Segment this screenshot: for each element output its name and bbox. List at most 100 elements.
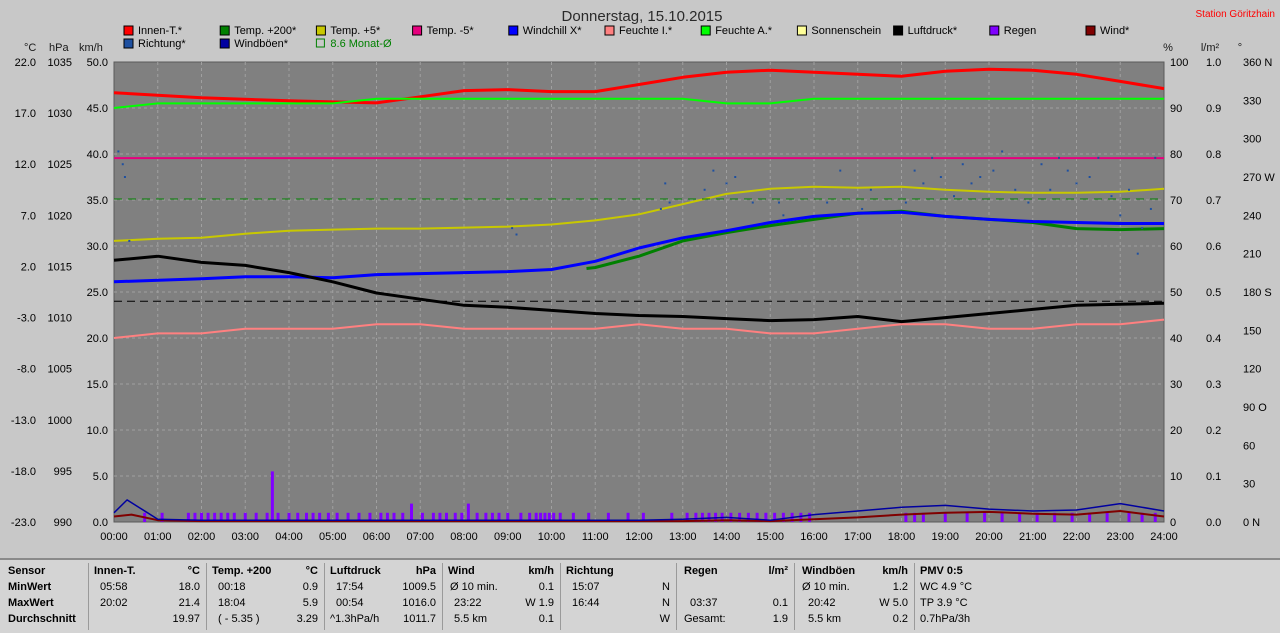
direction-point	[1110, 195, 1113, 198]
wind_kmh-tick-label: 40.0	[87, 149, 108, 161]
unit-label: %	[1163, 42, 1173, 54]
rain-bar	[685, 512, 689, 522]
legend-label: 8.6 Monat-Ø	[330, 38, 392, 50]
rain-bar	[420, 512, 424, 522]
rain-bar	[694, 512, 698, 522]
grid	[114, 62, 1164, 522]
rain-bar	[193, 512, 197, 522]
direction-tick-label: 240	[1243, 210, 1261, 222]
direction-point	[922, 182, 925, 185]
direction-point	[734, 176, 737, 178]
x-tick-label: 23:00	[1106, 531, 1134, 543]
humidity_pct-tick-label: 10	[1170, 471, 1182, 483]
stat-luftdruck-avg-value: 1011.7	[403, 613, 436, 625]
wind_kmh-tick-label: 45.0	[87, 103, 108, 115]
direction-point	[751, 201, 754, 204]
rain_lm2-tick-label: 0.2	[1206, 425, 1221, 437]
series-line	[113, 97, 1164, 109]
direction-point	[712, 169, 715, 172]
rain-bar	[558, 512, 562, 522]
rain-bar	[265, 512, 269, 522]
stat-temp200-min-value: 0.9	[302, 581, 318, 593]
rain-bar	[983, 512, 987, 522]
stat-luftdruck-header: Luftdruck	[330, 565, 381, 577]
stat-temp200-unit: °C	[305, 565, 318, 577]
rain-bar	[160, 512, 164, 522]
rain-bar	[431, 512, 435, 522]
direction-tick-label: 270 W	[1243, 172, 1275, 184]
stat-temp200-header: Temp. +200	[212, 565, 272, 577]
stat-sensor-column: Sensor MinWert MaxWert Durchschnitt	[8, 563, 88, 627]
stat-innen-column: Innen-T. °C 05:58 18.0 20:02 21.4 19.97	[94, 563, 200, 627]
pressure_hpa-tick-label: 1030	[48, 108, 72, 120]
pressure_hpa-tick-label: 990	[54, 517, 72, 529]
stat-pmv-windchill: WC 4.9 °C	[920, 581, 973, 593]
legend-swatch	[604, 25, 615, 36]
rain-bar	[571, 512, 575, 522]
rain-bar	[1153, 512, 1157, 522]
humidity_pct-tick-label: 20	[1170, 425, 1182, 437]
rain_lm2-tick-label: 0.4	[1206, 333, 1221, 345]
legend-label: Feuchte A.*	[715, 25, 773, 37]
direction-point	[992, 169, 995, 172]
chart-title: Donnerstag, 15.10.2015	[562, 8, 723, 25]
series-line	[113, 499, 1165, 521]
statistics-panel: Sensor MinWert MaxWert Durchschnitt Inne…	[0, 558, 1280, 633]
wind_kmh-tick-label: 50.0	[87, 57, 108, 69]
stat-luftdruck-trend: ^1.3hPa/h	[330, 613, 380, 625]
temp_c-tick-label: -13.0	[11, 415, 36, 427]
rain-bar	[445, 512, 448, 522]
direction-point	[1141, 227, 1144, 230]
rain-bar	[200, 512, 203, 522]
rain-bar	[346, 512, 350, 522]
rain-bar	[453, 512, 457, 522]
x-tick-label: 11:00	[582, 531, 609, 543]
stat-temp200-max-value: 5.9	[302, 597, 318, 609]
rain-bar	[226, 512, 230, 522]
legend-label: Windchill X*	[523, 25, 582, 37]
x-tick-label: 08:00	[450, 531, 478, 543]
rain-bar	[755, 512, 759, 522]
direction-tick-label: 360 N	[1243, 57, 1272, 69]
direction-point	[1027, 201, 1030, 204]
x-tick-label: 05:00	[319, 531, 347, 543]
stat-richtung-column: Richtung 15:07 N 16:44 N W	[566, 563, 670, 627]
stat-maxwert-label: MaxWert	[8, 597, 54, 609]
rain-bar	[1053, 512, 1057, 522]
direction-tick-label: 60	[1243, 440, 1255, 452]
direction-point	[123, 176, 126, 178]
rain-bar	[506, 512, 510, 522]
stat-divider	[794, 563, 795, 630]
rain-bar	[368, 512, 372, 522]
humidity_pct-tick-label: 0	[1170, 517, 1176, 529]
wind_kmh-tick-label: 35.0	[87, 195, 108, 207]
rain-bar	[904, 512, 908, 522]
direction-point	[1066, 169, 1069, 172]
stat-regen-total-value: 1.9	[772, 613, 788, 625]
rain-bar	[528, 512, 532, 522]
direction-point	[1075, 182, 1078, 185]
axis-unit-labels: °C hPa km/h% l/m² °	[24, 42, 1242, 54]
direction-tick-label: 210	[1243, 249, 1261, 261]
rain-bar	[254, 512, 258, 522]
rain-bar	[466, 503, 470, 522]
stat-richtung-min-time: 15:07	[572, 581, 600, 593]
direction-point	[913, 169, 916, 172]
direction-point	[1049, 188, 1052, 191]
unit-label: hPa	[49, 42, 69, 54]
direction-point	[1154, 156, 1157, 159]
direction-point	[970, 182, 973, 185]
wind_kmh-tick-label: 10.0	[87, 425, 108, 437]
x-tick-label: 22:00	[1063, 531, 1091, 543]
direction-point	[904, 201, 907, 204]
rain-bar	[519, 512, 523, 522]
rain-bar	[311, 512, 315, 522]
rain-bar	[497, 512, 501, 522]
stat-innen-header: Innen-T.	[94, 565, 136, 577]
rain-bar	[587, 512, 591, 522]
legend-swatch	[219, 25, 230, 36]
pressure_hpa-tick-label: 1035	[48, 57, 72, 69]
stat-luftdruck-max-time: 00:54	[336, 597, 364, 609]
rain-bar	[552, 512, 556, 522]
station-name: Station Göritzhain	[1196, 9, 1276, 20]
